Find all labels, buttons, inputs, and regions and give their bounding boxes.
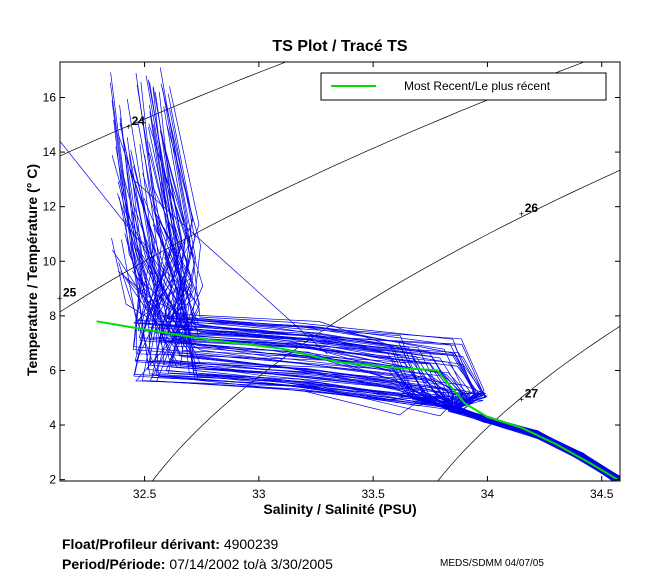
- x-tick-label: 32.5: [133, 487, 157, 501]
- period-info: Period/Période: 07/14/2002 to/à 3/30/200…: [62, 556, 333, 572]
- period-start: 07/14/2002: [169, 556, 240, 572]
- profile-line: [163, 106, 620, 479]
- contour-marker-27: +: [519, 395, 524, 405]
- chart-title: TS Plot / Tracé TS: [272, 38, 407, 55]
- profile-line: [151, 92, 619, 481]
- contour-label-24: 24: [132, 114, 146, 128]
- y-tick-label: 2: [49, 473, 56, 487]
- profile-line: [135, 243, 620, 481]
- x-tick-label: 34: [481, 487, 495, 501]
- density-contour-25: [60, 62, 585, 313]
- profile-line: [134, 75, 617, 481]
- profile-line: [148, 126, 620, 479]
- density-contour-24: [60, 62, 287, 157]
- y-axis-label: Temperature / Température (° C): [24, 164, 40, 376]
- density-contour-26: [151, 169, 620, 481]
- profile-line: [117, 270, 619, 481]
- profile-line: [110, 72, 620, 481]
- density-contour-27: [437, 325, 620, 481]
- contour-marker-24: +: [126, 122, 131, 132]
- period-sep: to/à: [243, 556, 267, 572]
- profile-line: [129, 154, 620, 481]
- x-axis-label: Salinity / Salinité (PSU): [263, 501, 416, 517]
- profile-line: [135, 72, 615, 481]
- profile-line: [166, 107, 620, 479]
- profile-line: [159, 67, 614, 481]
- profile-line: [130, 242, 620, 480]
- series-line-0: [96, 320, 620, 481]
- profile-line: [166, 124, 617, 481]
- y-tick-label: 14: [43, 145, 57, 159]
- profile-line: [126, 137, 617, 481]
- y-tick-label: 16: [43, 90, 57, 104]
- x-tick-label: 34.5: [590, 487, 614, 501]
- y-tick-label: 8: [49, 309, 56, 323]
- contour-label-27: 27: [525, 387, 539, 401]
- float-id: 4900239: [223, 536, 279, 552]
- profile-line: [60, 140, 145, 248]
- profile-line: [149, 152, 619, 481]
- profile-line: [139, 143, 615, 481]
- profile-line: [139, 124, 620, 479]
- profile-line: [133, 165, 618, 480]
- float-info: Float/Profileur dérivant: 4900239: [62, 536, 278, 552]
- profile-line: [148, 123, 620, 479]
- profile-line: [109, 82, 620, 481]
- profile-line: [119, 105, 620, 479]
- profile-line: [160, 83, 616, 481]
- profile-line: [118, 196, 615, 481]
- profile-line: [141, 155, 620, 480]
- profile-line: [117, 193, 620, 480]
- contour-label-25: 25: [63, 286, 77, 300]
- float-label: Float/Profileur dérivant:: [62, 536, 220, 552]
- profile-line: [132, 179, 328, 355]
- x-tick-label: 33: [252, 487, 266, 501]
- profile-line: [151, 93, 620, 480]
- profile-line: [136, 84, 618, 480]
- profile-line: [159, 130, 618, 479]
- y-tick-label: 6: [49, 363, 56, 377]
- profile-line: [140, 82, 620, 480]
- profile-line: [148, 141, 617, 481]
- source-stamp: MEDS/SDMM 04/07/05: [440, 558, 544, 569]
- legend: Most Recent/Le plus récent: [320, 72, 607, 101]
- profile-line: [130, 242, 619, 481]
- profile-line: [155, 88, 617, 480]
- profile-line: [158, 92, 620, 478]
- profile-line: [152, 86, 616, 481]
- plot-area: 24+25+26+27+: [57, 61, 621, 482]
- profile-line: [169, 109, 620, 477]
- y-tick-label: 12: [43, 200, 57, 214]
- profile-line: [153, 142, 620, 481]
- profile-line: [121, 239, 620, 481]
- profile-line: [148, 111, 619, 481]
- profile-line: [147, 79, 619, 481]
- profile-line: [147, 87, 620, 480]
- profile-lines: [60, 67, 620, 481]
- profile-line: [137, 121, 620, 480]
- ts-chart: TS Plot / Tracé TS 24+25+26+27+ 32.5 33 33…: [24, 38, 621, 517]
- profile-line: [136, 132, 620, 478]
- contour-marker-26: +: [519, 209, 524, 219]
- plot-frame: [59, 61, 621, 482]
- y-tick-label: 4: [49, 418, 56, 432]
- x-tick-label: 33.5: [361, 487, 385, 501]
- x-axis: 32.5 33 33.5 34 34.5: [133, 62, 614, 501]
- profile-line: [149, 105, 620, 481]
- y-tick-label: 10: [43, 254, 57, 268]
- period-end: 3/30/2005: [270, 556, 333, 572]
- contour-label-26: 26: [525, 201, 539, 215]
- legend-label: Most Recent/Le plus récent: [404, 79, 551, 93]
- profile-line: [149, 82, 617, 480]
- period-label: Period/Période:: [62, 556, 166, 572]
- profile-line: [167, 86, 620, 479]
